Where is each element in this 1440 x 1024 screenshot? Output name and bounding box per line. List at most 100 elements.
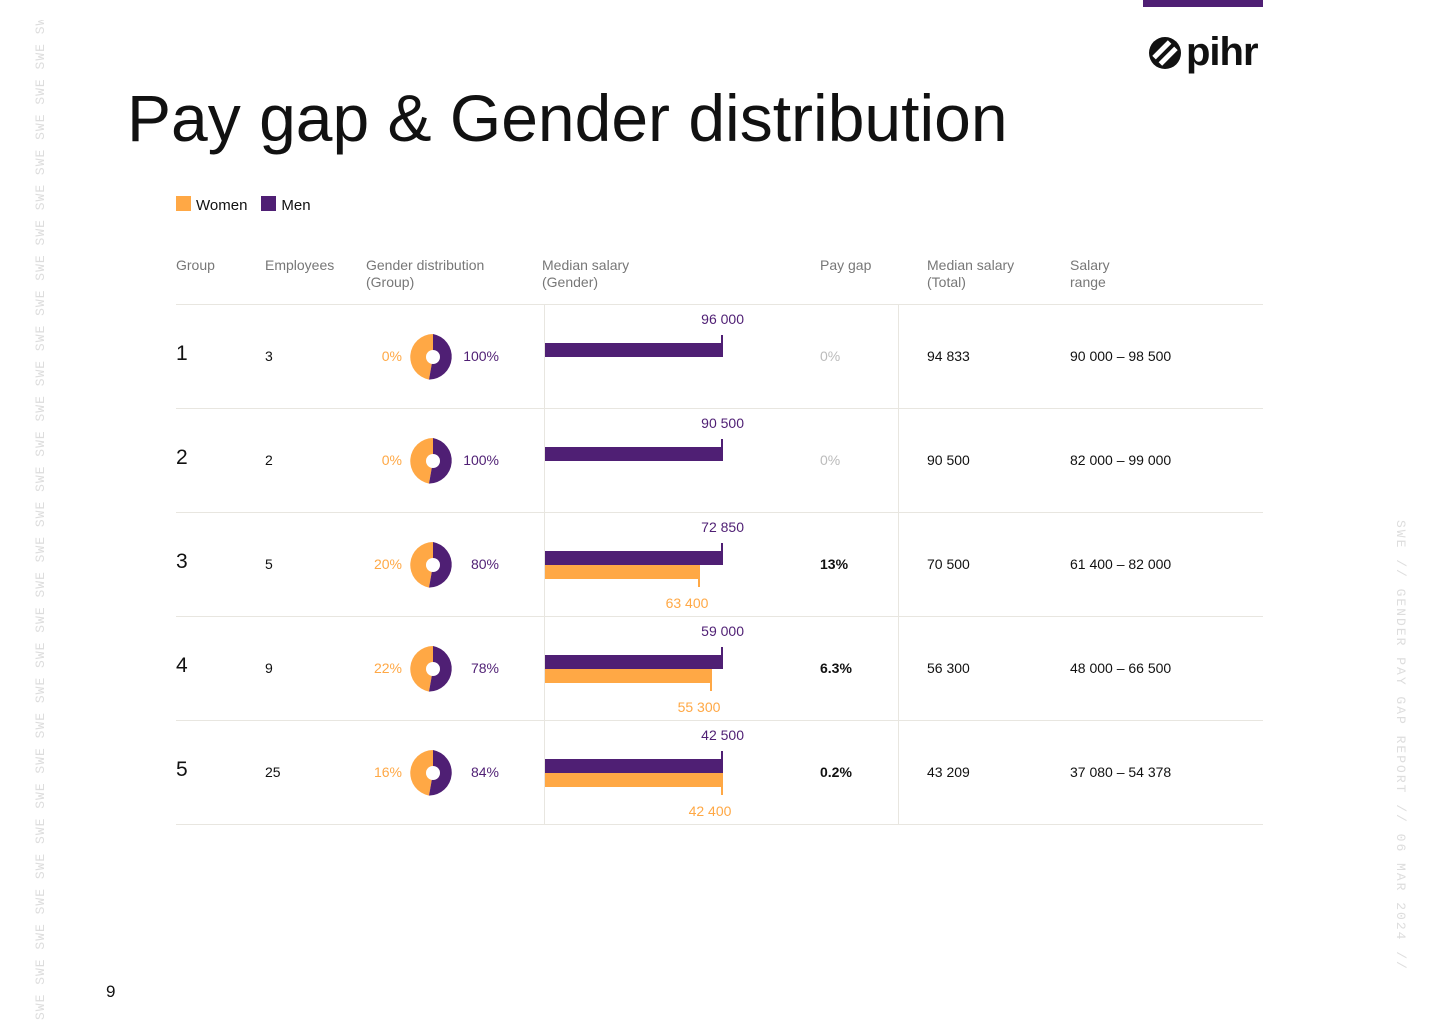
- donut-men-slice: [429, 646, 452, 692]
- h: Salary: [1070, 257, 1110, 273]
- h: Median salary: [542, 257, 630, 273]
- page-title: Pay gap & Gender distribution: [127, 81, 1008, 155]
- h: (Gender): [542, 274, 599, 290]
- donut-women-slice: [410, 646, 433, 692]
- salary-range: 61 400 – 82 000: [1070, 556, 1172, 572]
- header-salary-range: Salary range: [1070, 257, 1110, 291]
- women-salary-label: 42 400: [688, 803, 732, 819]
- logo-text: pihr: [1186, 30, 1259, 74]
- men-salary-bar: [545, 655, 723, 669]
- logo-icon: [1149, 36, 1181, 69]
- median-total: 90 500: [927, 452, 970, 468]
- donut-men-slice: [429, 542, 452, 588]
- women-pct: 0%: [381, 452, 402, 468]
- pay-gap: 0.2%: [820, 764, 852, 780]
- women-salary-bar: [545, 669, 712, 683]
- donut-men-slice: [429, 750, 452, 796]
- group-number: 5: [176, 758, 188, 781]
- page-number: 9: [106, 982, 116, 1001]
- group-number: 1: [176, 342, 188, 365]
- header-group: Group: [176, 257, 215, 273]
- salary-range: 90 000 – 98 500: [1070, 348, 1172, 364]
- group-number: 4: [176, 654, 188, 677]
- women-pct: 0%: [381, 348, 402, 364]
- donut-women-slice: [410, 334, 433, 380]
- men-salary-bar: [545, 551, 723, 565]
- pay-gap: 13%: [820, 556, 849, 572]
- divider: [898, 304, 899, 825]
- header-gender: Gender distribution (Group): [366, 257, 484, 291]
- median-total: 70 500: [927, 556, 970, 572]
- employees: 25: [265, 764, 281, 780]
- gender-donut: [410, 646, 452, 692]
- h: Gender distribution: [366, 257, 485, 273]
- women-salary-bar: [545, 565, 700, 579]
- donut-women-slice: [410, 750, 433, 796]
- divider: [544, 304, 545, 825]
- donut-men-slice: [429, 438, 452, 484]
- employees: 5: [265, 556, 273, 572]
- men-bar-tick: [721, 439, 723, 461]
- men-salary-bar: [545, 447, 723, 461]
- women-salary-bar: [545, 773, 723, 787]
- donut-women-slice: [410, 542, 433, 588]
- men-salary-bar: [545, 343, 723, 357]
- men-salary-label: 72 850: [701, 519, 744, 535]
- men-pct: 100%: [463, 348, 499, 364]
- gender-donut: [410, 542, 452, 588]
- gender-donut: [410, 438, 452, 484]
- men-salary-bar: [545, 759, 723, 773]
- men-pct: 78%: [470, 660, 499, 676]
- women-pct: 20%: [373, 556, 402, 572]
- employees: 3: [265, 348, 273, 364]
- table-row: 4 9 22% 78% 59 000 55 300 6.3% 56 300 48…: [176, 616, 1263, 721]
- gender-donut: [410, 334, 452, 380]
- donut-men-slice: [429, 334, 452, 380]
- h: range: [1070, 274, 1106, 290]
- women-salary-label: 55 300: [677, 699, 721, 715]
- men-bar-tick: [721, 335, 723, 357]
- men-pct: 100%: [463, 452, 499, 468]
- legend-women: Women: [176, 196, 247, 214]
- legend-women-label: Women: [196, 197, 248, 214]
- men-pct: 84%: [470, 764, 499, 780]
- employees: 9: [265, 660, 273, 676]
- median-total: 56 300: [927, 660, 970, 676]
- header-median-gender: Median salary (Gender): [542, 257, 629, 291]
- employees: 2: [265, 452, 273, 468]
- men-bar-tick: [721, 647, 723, 669]
- salary-range: 37 080 – 54 378: [1070, 764, 1172, 780]
- group-number: 3: [176, 550, 188, 573]
- men-salary-label: 90 500: [701, 415, 744, 431]
- legend: Women Men: [176, 196, 311, 214]
- donut-women-slice: [410, 438, 433, 484]
- h: (Total): [927, 274, 966, 290]
- salary-range: 48 000 – 66 500: [1070, 660, 1172, 676]
- table-bottom-border: [176, 824, 1263, 825]
- women-bar-tick: [721, 773, 723, 795]
- legend-men: Men: [261, 196, 311, 214]
- men-salary-label: 42 500: [701, 727, 744, 743]
- pihr-logo: pihr: [1148, 30, 1259, 75]
- women-pct: 16%: [373, 764, 402, 780]
- header-median-total: Median salary (Total): [927, 257, 1014, 291]
- h: Median salary: [927, 257, 1015, 273]
- side-watermark-right: SWE // GENDER PAY GAP REPORT // 06 MAR 2…: [1393, 520, 1408, 971]
- men-salary-label: 96 000: [701, 311, 744, 327]
- top-accent-bar: [1143, 0, 1263, 7]
- table-row: 2 2 0% 100% 90 500 0% 90 500 82 000 – 99…: [176, 408, 1263, 513]
- men-bar-tick: [721, 751, 723, 773]
- table-row: 1 3 0% 100% 96 000 0% 94 833 90 000 – 98…: [176, 304, 1263, 409]
- group-number: 2: [176, 446, 188, 469]
- gender-donut: [410, 750, 452, 796]
- median-total: 94 833: [927, 348, 970, 364]
- men-bar-tick: [721, 543, 723, 565]
- side-watermark-left: SWE SWE SWE SWE SWE SWE SWE SWE SWE SWE …: [33, 20, 48, 1020]
- men-salary-label: 59 000: [701, 623, 744, 639]
- legend-men-label: Men: [281, 197, 311, 214]
- women-bar-tick: [710, 669, 712, 691]
- women-pct: 22%: [373, 660, 402, 676]
- pay-gap: 0%: [820, 452, 841, 468]
- pay-gap: 0%: [820, 348, 841, 364]
- header-employees: Employees: [265, 257, 335, 273]
